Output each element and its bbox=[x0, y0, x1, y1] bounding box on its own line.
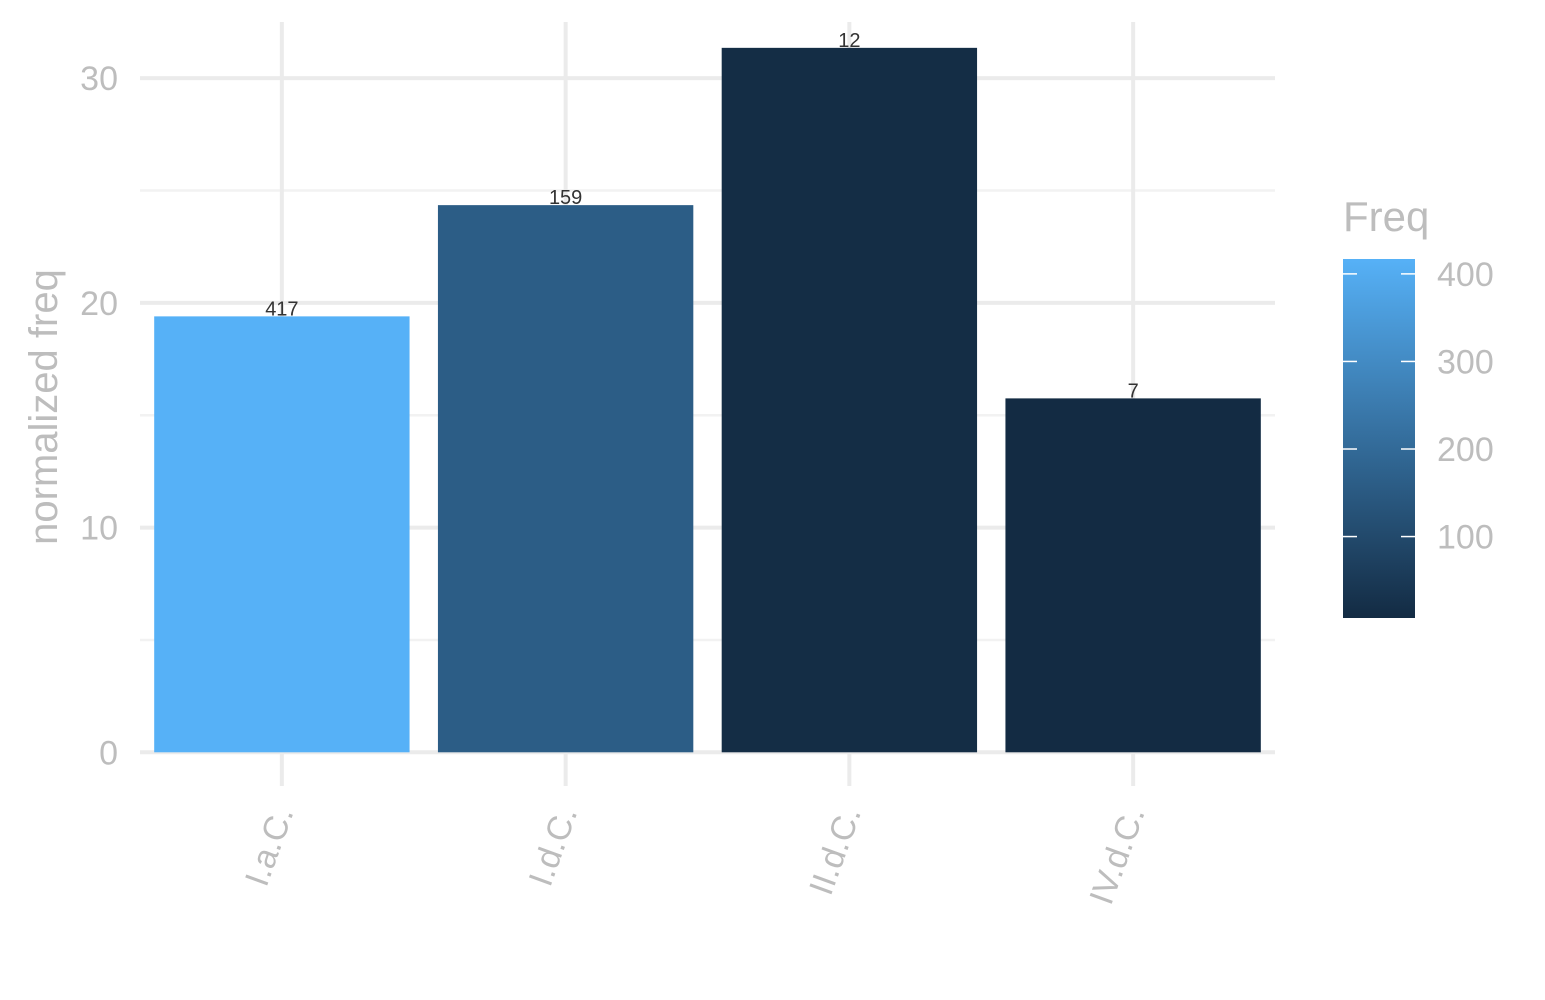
x-tick-label: II.d.C. bbox=[802, 802, 869, 900]
y-tick-label: 30 bbox=[80, 60, 118, 98]
y-axis-title: normalized freq bbox=[22, 269, 66, 545]
legend-tick-label: 400 bbox=[1437, 256, 1494, 294]
bar bbox=[1005, 398, 1261, 753]
legend: Freq 100 200 300 400 bbox=[1343, 193, 1494, 618]
x-tick-label: IV.d.C. bbox=[1082, 802, 1152, 910]
bar bbox=[437, 205, 694, 753]
x-axis-ticks: I.a.C. I.d.C. II.d.C. IV.d.C. bbox=[238, 802, 1153, 910]
legend-tick-label: 100 bbox=[1437, 519, 1494, 557]
bar-value-labels: 417 159 12 7 bbox=[265, 30, 1139, 403]
legend-colorbar bbox=[1343, 259, 1415, 618]
y-tick-label: 0 bbox=[99, 734, 118, 772]
y-axis-ticks: 0 10 20 30 bbox=[80, 60, 118, 772]
legend-title: Freq bbox=[1343, 193, 1429, 240]
legend-tick-label: 300 bbox=[1437, 343, 1494, 381]
x-tick-label: I.d.C. bbox=[522, 802, 585, 891]
bar-value-label: 12 bbox=[838, 30, 860, 52]
legend-tick-label: 200 bbox=[1437, 431, 1494, 469]
bar bbox=[721, 47, 978, 753]
x-tick-label: I.a.C. bbox=[238, 802, 301, 891]
bar-value-label: 417 bbox=[265, 298, 298, 320]
legend-ticks: 100 200 300 400 bbox=[1343, 256, 1494, 557]
bar bbox=[154, 316, 410, 753]
y-tick-label: 20 bbox=[80, 285, 118, 323]
bars bbox=[154, 47, 1261, 753]
bar-value-label: 159 bbox=[549, 187, 582, 209]
y-tick-label: 10 bbox=[80, 510, 118, 548]
bar-value-label: 7 bbox=[1128, 380, 1139, 402]
